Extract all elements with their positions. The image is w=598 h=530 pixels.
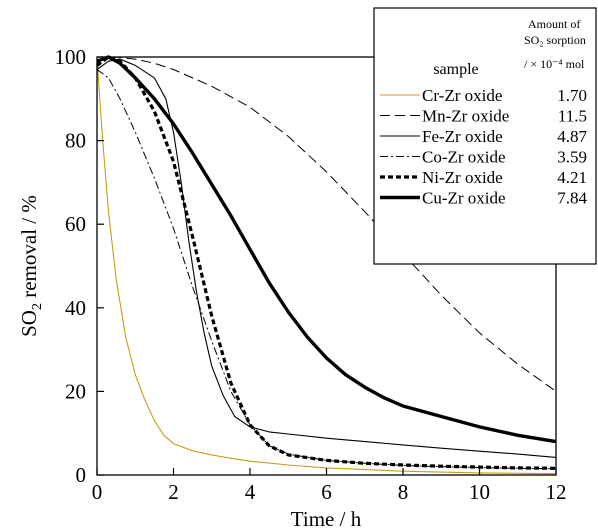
series-layer: [96, 55, 557, 475]
x-tick-label: 0: [92, 480, 103, 504]
legend-amount-header-line1: Amount of: [528, 17, 580, 31]
legend-series-name: Co-Zr oxide: [422, 148, 506, 167]
legend-sample-header: sample: [433, 61, 478, 78]
y-tick-label: 0: [76, 463, 87, 487]
legend-series-amount: 4.87: [557, 127, 587, 146]
x-tick-label: 2: [168, 480, 179, 504]
x-tick-label: 4: [245, 480, 256, 504]
legend-series-amount: 3.59: [557, 148, 587, 167]
legend-series-amount: 11.5: [558, 107, 587, 126]
series-line-0: [96, 56, 557, 475]
legend-series-name: Mn-Zr oxide: [422, 107, 509, 126]
y-tick-label: 40: [65, 296, 86, 320]
legend-amount-header-line3: / × 10⁻⁴ mol: [524, 57, 585, 71]
legend: Amount of SO₂ sorption / × 10⁻⁴ mol samp…: [373, 7, 597, 265]
series-line-1: [96, 56, 557, 392]
series-line-5: [96, 55, 557, 444]
legend-series-name: Cr-Zr oxide: [422, 86, 502, 105]
y-axis-label: SO2 removal / %: [17, 195, 45, 337]
legend-series-name: Fe-Zr oxide: [422, 127, 503, 146]
x-tick-label: 12: [546, 480, 567, 504]
legend-series-amount: 4.21: [557, 168, 587, 187]
series-line-2: [96, 58, 557, 458]
legend-rows: Cr-Zr oxide 1.70 Mn-Zr oxide 11.5 Fe-Zr oxid…: [380, 86, 588, 208]
legend-series-amount: 7.84: [557, 189, 587, 208]
y-tick-label: 60: [65, 212, 86, 236]
x-tick-label: 6: [321, 480, 332, 504]
legend-amount-header-line2: SO₂ sorption: [524, 33, 586, 47]
x-tick-label: 10: [469, 480, 490, 504]
y-axis: 0 20 40 60 80 100: [55, 45, 104, 487]
y-tick-label: 80: [65, 129, 86, 153]
legend-series-amount: 1.70: [557, 86, 587, 105]
x-axis: 0 2 4 6 8 10 12: [92, 468, 567, 504]
legend-series-name: Cu-Zr oxide: [422, 189, 506, 208]
y-tick-label: 20: [65, 379, 86, 403]
legend-series-name: Ni-Zr oxide: [422, 168, 503, 187]
x-axis-label: Time / h: [291, 507, 362, 530]
x-tick-label: 8: [398, 480, 409, 504]
y-tick-label: 100: [55, 45, 87, 69]
